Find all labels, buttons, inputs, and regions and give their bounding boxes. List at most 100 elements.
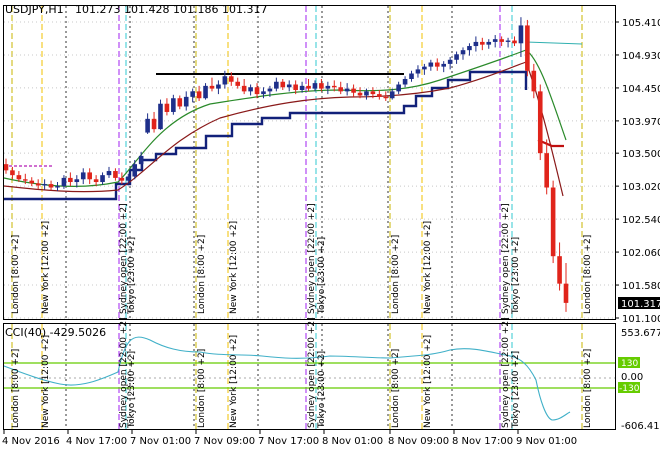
candle[interactable] (344, 83, 350, 96)
candle[interactable] (557, 242, 562, 291)
cci-pane-frame (3, 323, 616, 430)
candle[interactable] (486, 39, 492, 49)
candle[interactable] (203, 83, 208, 100)
candle[interactable] (196, 85, 202, 101)
candle[interactable] (42, 179, 47, 190)
candle[interactable] (467, 43, 472, 56)
candle[interactable] (299, 81, 305, 93)
candle[interactable] (441, 61, 447, 73)
candle[interactable] (286, 80, 292, 92)
candle[interactable] (492, 35, 498, 48)
candle[interactable] (563, 263, 569, 312)
candle[interactable] (512, 36, 517, 47)
candle[interactable] (370, 87, 376, 99)
candle[interactable] (364, 88, 369, 100)
candle[interactable] (177, 95, 183, 110)
session-label-cci: New York [12:00 +2] (229, 335, 239, 428)
session-label: London [8:00 +2] (391, 235, 401, 314)
time-tick-label: 7 Nov 09:00 (194, 436, 255, 447)
candle[interactable] (183, 91, 189, 111)
candle[interactable] (550, 180, 556, 264)
candle[interactable] (164, 98, 170, 116)
price-tick-label: 101.100 (622, 314, 660, 325)
candle[interactable] (261, 87, 266, 99)
candle[interactable] (190, 88, 195, 103)
candle[interactable] (460, 47, 466, 60)
candle[interactable] (525, 19, 530, 77)
candle[interactable] (357, 87, 363, 99)
candle[interactable] (80, 168, 86, 185)
candle[interactable] (235, 77, 241, 89)
candle[interactable] (29, 177, 35, 187)
candle[interactable] (61, 175, 67, 189)
candle[interactable] (473, 36, 479, 52)
candle[interactable] (331, 80, 337, 92)
candle[interactable] (35, 179, 41, 189)
cci-label: CCI(40) -429.5026 (5, 326, 106, 339)
candle[interactable] (428, 59, 434, 71)
candle[interactable] (306, 79, 311, 92)
candle[interactable] (254, 83, 260, 99)
candle[interactable] (119, 172, 125, 185)
candle[interactable] (93, 175, 99, 187)
candle[interactable] (74, 175, 80, 188)
candle[interactable] (158, 99, 163, 130)
session-label-cci: London [8:00 +2] (583, 349, 593, 428)
candle[interactable] (241, 79, 247, 95)
candle[interactable] (100, 172, 105, 185)
candle[interactable] (267, 85, 273, 97)
candle[interactable] (151, 111, 157, 133)
candle[interactable] (396, 81, 401, 95)
candle[interactable] (132, 160, 138, 180)
candle[interactable] (415, 65, 421, 78)
candle[interactable] (312, 80, 318, 92)
candle[interactable] (351, 84, 356, 97)
candle[interactable] (402, 76, 408, 88)
candle[interactable] (125, 173, 131, 184)
candle[interactable] (209, 77, 215, 92)
candle[interactable] (293, 80, 298, 95)
candle[interactable] (106, 166, 112, 178)
candle[interactable] (383, 91, 389, 101)
candle[interactable] (338, 81, 344, 95)
candle[interactable] (113, 168, 118, 181)
candle[interactable] (216, 80, 221, 95)
candle[interactable] (325, 81, 331, 95)
candle[interactable] (518, 17, 524, 58)
candles[interactable] (3, 17, 569, 312)
candle[interactable] (55, 182, 60, 191)
candle[interactable] (537, 84, 543, 161)
candle[interactable] (274, 77, 279, 92)
candle[interactable] (280, 79, 286, 90)
candle[interactable] (248, 84, 253, 96)
candle[interactable] (48, 180, 54, 191)
candle[interactable] (87, 168, 92, 185)
time-tick-label: 4 Nov 2016 (2, 436, 60, 447)
candle[interactable] (422, 63, 427, 75)
candle[interactable] (454, 51, 459, 64)
candle[interactable] (505, 37, 511, 48)
candle[interactable] (377, 89, 382, 100)
candle[interactable] (16, 171, 22, 183)
candle[interactable] (319, 79, 324, 92)
candle[interactable] (68, 172, 73, 187)
candle[interactable] (434, 58, 440, 71)
session-label: New York [12:00 +2] (41, 221, 51, 314)
candle[interactable] (409, 70, 414, 82)
candle[interactable] (171, 94, 176, 115)
candle[interactable] (480, 37, 485, 51)
candle[interactable] (228, 72, 234, 86)
candle[interactable] (145, 113, 150, 134)
candle[interactable] (138, 151, 144, 169)
candle[interactable] (531, 63, 537, 99)
candle[interactable] (23, 173, 28, 185)
candle[interactable] (222, 70, 228, 89)
price-tick-label: 104.450 (622, 84, 660, 95)
candle[interactable] (389, 88, 395, 100)
candle[interactable] (499, 36, 504, 47)
candle[interactable] (3, 158, 9, 174)
candle[interactable] (544, 139, 549, 195)
candle[interactable] (447, 57, 453, 70)
candle[interactable] (10, 166, 15, 180)
